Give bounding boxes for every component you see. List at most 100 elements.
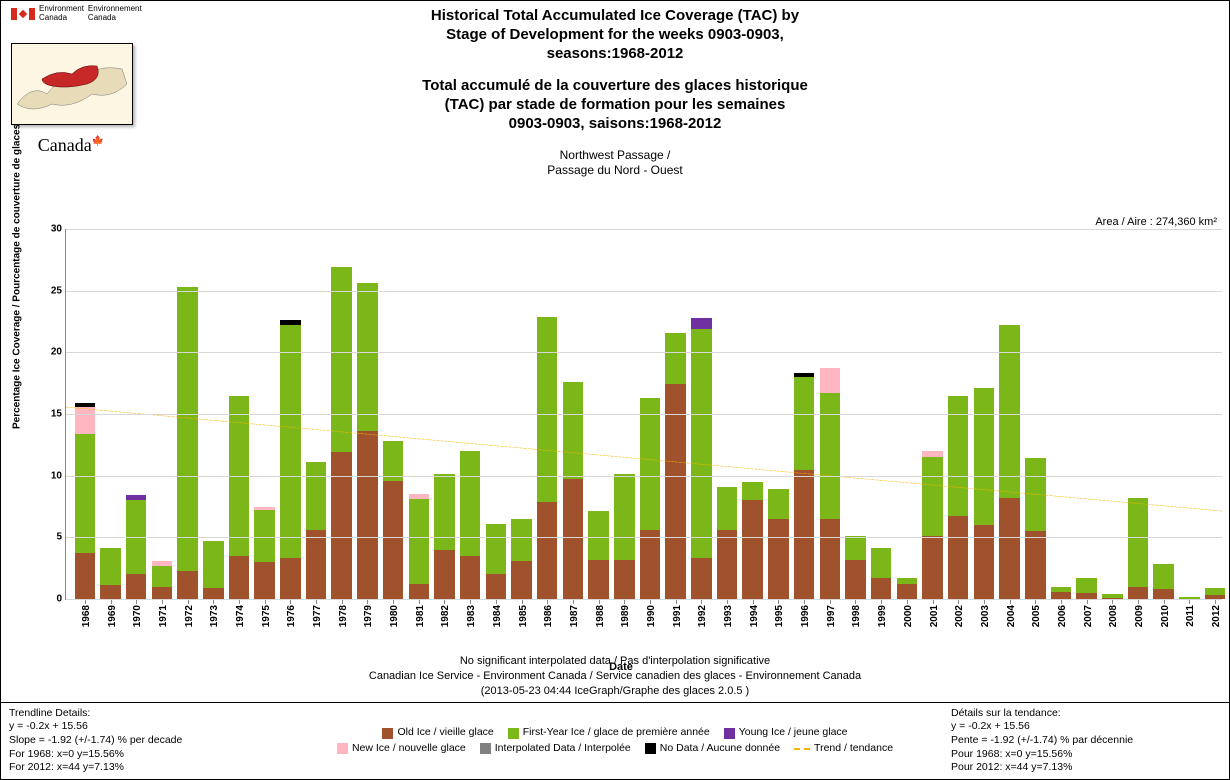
bar-segment-first-year <box>537 317 558 502</box>
stacked-bar <box>331 267 352 599</box>
title-fr-line2: (TAC) par stade de formation pour les se… <box>422 96 808 115</box>
stacked-bar <box>948 396 969 599</box>
bar-segment-first-year <box>460 451 481 556</box>
stacked-bar <box>588 511 609 599</box>
bar-segment-old-ice <box>948 516 969 599</box>
bar-segment-first-year <box>1025 458 1046 531</box>
bar-segment-first-year <box>1076 578 1097 593</box>
xtick-label: 2011 <box>1185 605 1196 627</box>
bar-segment-old-ice <box>563 479 584 599</box>
bar-segment-first-year <box>280 325 301 558</box>
bar-segment-old-ice <box>511 561 532 599</box>
bar-segment-first-year <box>434 474 455 549</box>
xtick-label: 1988 <box>595 605 606 627</box>
bar-segment-first-year <box>845 536 866 559</box>
ytick-label: 15 <box>38 409 62 420</box>
footer-note3: (2013-05-23 04:44 IceGraph/Graphe des gl… <box>369 684 861 699</box>
bar-segment-first-year <box>177 287 198 571</box>
bar-segment-first-year <box>254 510 275 562</box>
legend-label: Trend / tendance <box>814 742 893 756</box>
bar-segment-first-year <box>75 434 96 554</box>
xtick-label: 1979 <box>363 605 374 627</box>
bar-segment-first-year <box>794 377 815 470</box>
stacked-bar <box>665 333 686 599</box>
xtick-label: 1973 <box>209 605 220 627</box>
bar-segment-old-ice <box>203 588 224 599</box>
stacked-bar <box>640 398 661 599</box>
bar-segment-first-year <box>511 519 532 561</box>
canada-wordmark: Canada🍁 <box>11 135 131 156</box>
gridline <box>66 414 1222 415</box>
xtick-label: 1989 <box>620 605 631 627</box>
bar-segment-first-year <box>717 487 738 530</box>
stacked-bar <box>203 541 224 599</box>
stacked-bar <box>974 388 995 599</box>
subtitle-line2: Passage du Nord - Ouest <box>422 163 808 179</box>
stacked-bar <box>1025 458 1046 599</box>
ytick-label: 10 <box>38 470 62 481</box>
xtick-label: 1987 <box>569 605 580 627</box>
bar-segment-first-year <box>768 489 789 519</box>
bar-segment-first-year <box>357 283 378 431</box>
ytick-label: 5 <box>38 532 62 543</box>
bar-segment-old-ice <box>537 502 558 599</box>
chart-titles: Historical Total Accumulated Ice Coverag… <box>422 7 808 179</box>
bar-segment-old-ice <box>1025 531 1046 599</box>
bar-segment-old-ice <box>820 519 841 599</box>
stacked-bar <box>177 287 198 599</box>
stacked-bar <box>511 519 532 599</box>
stacked-bar <box>999 325 1020 599</box>
bar-segment-old-ice <box>357 431 378 599</box>
bar-segment-first-year <box>100 548 121 585</box>
bar-segment-old-ice <box>742 500 763 599</box>
xtick-label: 1980 <box>389 605 400 627</box>
trend-fr-title: Détails sur la tendance: <box>951 707 1221 721</box>
legend-label: No Data / Aucune donnée <box>660 742 780 756</box>
bar-segment-new-ice <box>75 407 96 434</box>
bar-segment-first-year <box>691 329 712 558</box>
xtick-label: 1995 <box>774 605 785 627</box>
canada-flag-icon <box>11 8 35 20</box>
bar-segment-old-ice <box>126 574 147 599</box>
bar-segment-first-year <box>306 462 327 530</box>
bar-segment-old-ice <box>1051 592 1072 599</box>
trend-fr-l1: y = -0.2x + 15.56 <box>951 720 1221 734</box>
stacked-bar <box>537 317 558 599</box>
trend-en-l4: For 2012: x=44 y=7.13% <box>9 761 279 775</box>
xtick-label: 1978 <box>338 605 349 627</box>
xtick-label: 2000 <box>903 605 914 627</box>
bar-segment-first-year <box>922 457 943 536</box>
gov-text-en: Environment Canada <box>39 5 84 23</box>
stacked-bar <box>486 524 507 599</box>
bar-segment-old-ice <box>100 585 121 599</box>
xtick-label: 1985 <box>518 605 529 627</box>
xtick-label: 1982 <box>440 605 451 627</box>
xtick-label: 2003 <box>980 605 991 627</box>
legend-item-young-ice: Young Ice / jeune glace <box>724 726 848 740</box>
footer-note2: Canadian Ice Service - Environment Canad… <box>369 669 861 684</box>
yaxis-title: Percentage Ice Coverage / Pourcentage de… <box>12 124 23 429</box>
gridline <box>66 599 1222 600</box>
xtick-label: 1992 <box>697 605 708 627</box>
xtick-label: 2005 <box>1031 605 1042 627</box>
bar-segment-first-year <box>974 388 995 525</box>
bar-segment-old-ice <box>691 558 712 599</box>
xtick-label: 2001 <box>929 605 940 627</box>
xtick-label: 1997 <box>826 605 837 627</box>
gridline <box>66 476 1222 477</box>
legend-item-trend: Trend / tendance <box>794 742 893 756</box>
trend-en-l2: Slope = -1.92 (+/-1.74) % per decade <box>9 734 279 748</box>
gridline <box>66 537 1222 538</box>
legend: Old Ice / vieille glaceFirst-Year Ice / … <box>287 703 943 779</box>
legend-item-new-ice: New Ice / nouvelle glace <box>337 742 466 756</box>
bar-segment-first-year <box>203 541 224 588</box>
bar-segment-old-ice <box>665 384 686 599</box>
trend-en-l3: For 1968: x=0 y=15.56% <box>9 748 279 762</box>
gridline <box>66 291 1222 292</box>
xtick-label: 1983 <box>466 605 477 627</box>
stacked-bar <box>280 320 301 599</box>
bar-segment-old-ice <box>383 481 404 599</box>
bar-segment-first-year <box>640 398 661 530</box>
legend-item-no-data: No Data / Aucune donnée <box>645 742 780 756</box>
title-en-line2: Stage of Development for the weeks 0903-… <box>422 26 808 45</box>
